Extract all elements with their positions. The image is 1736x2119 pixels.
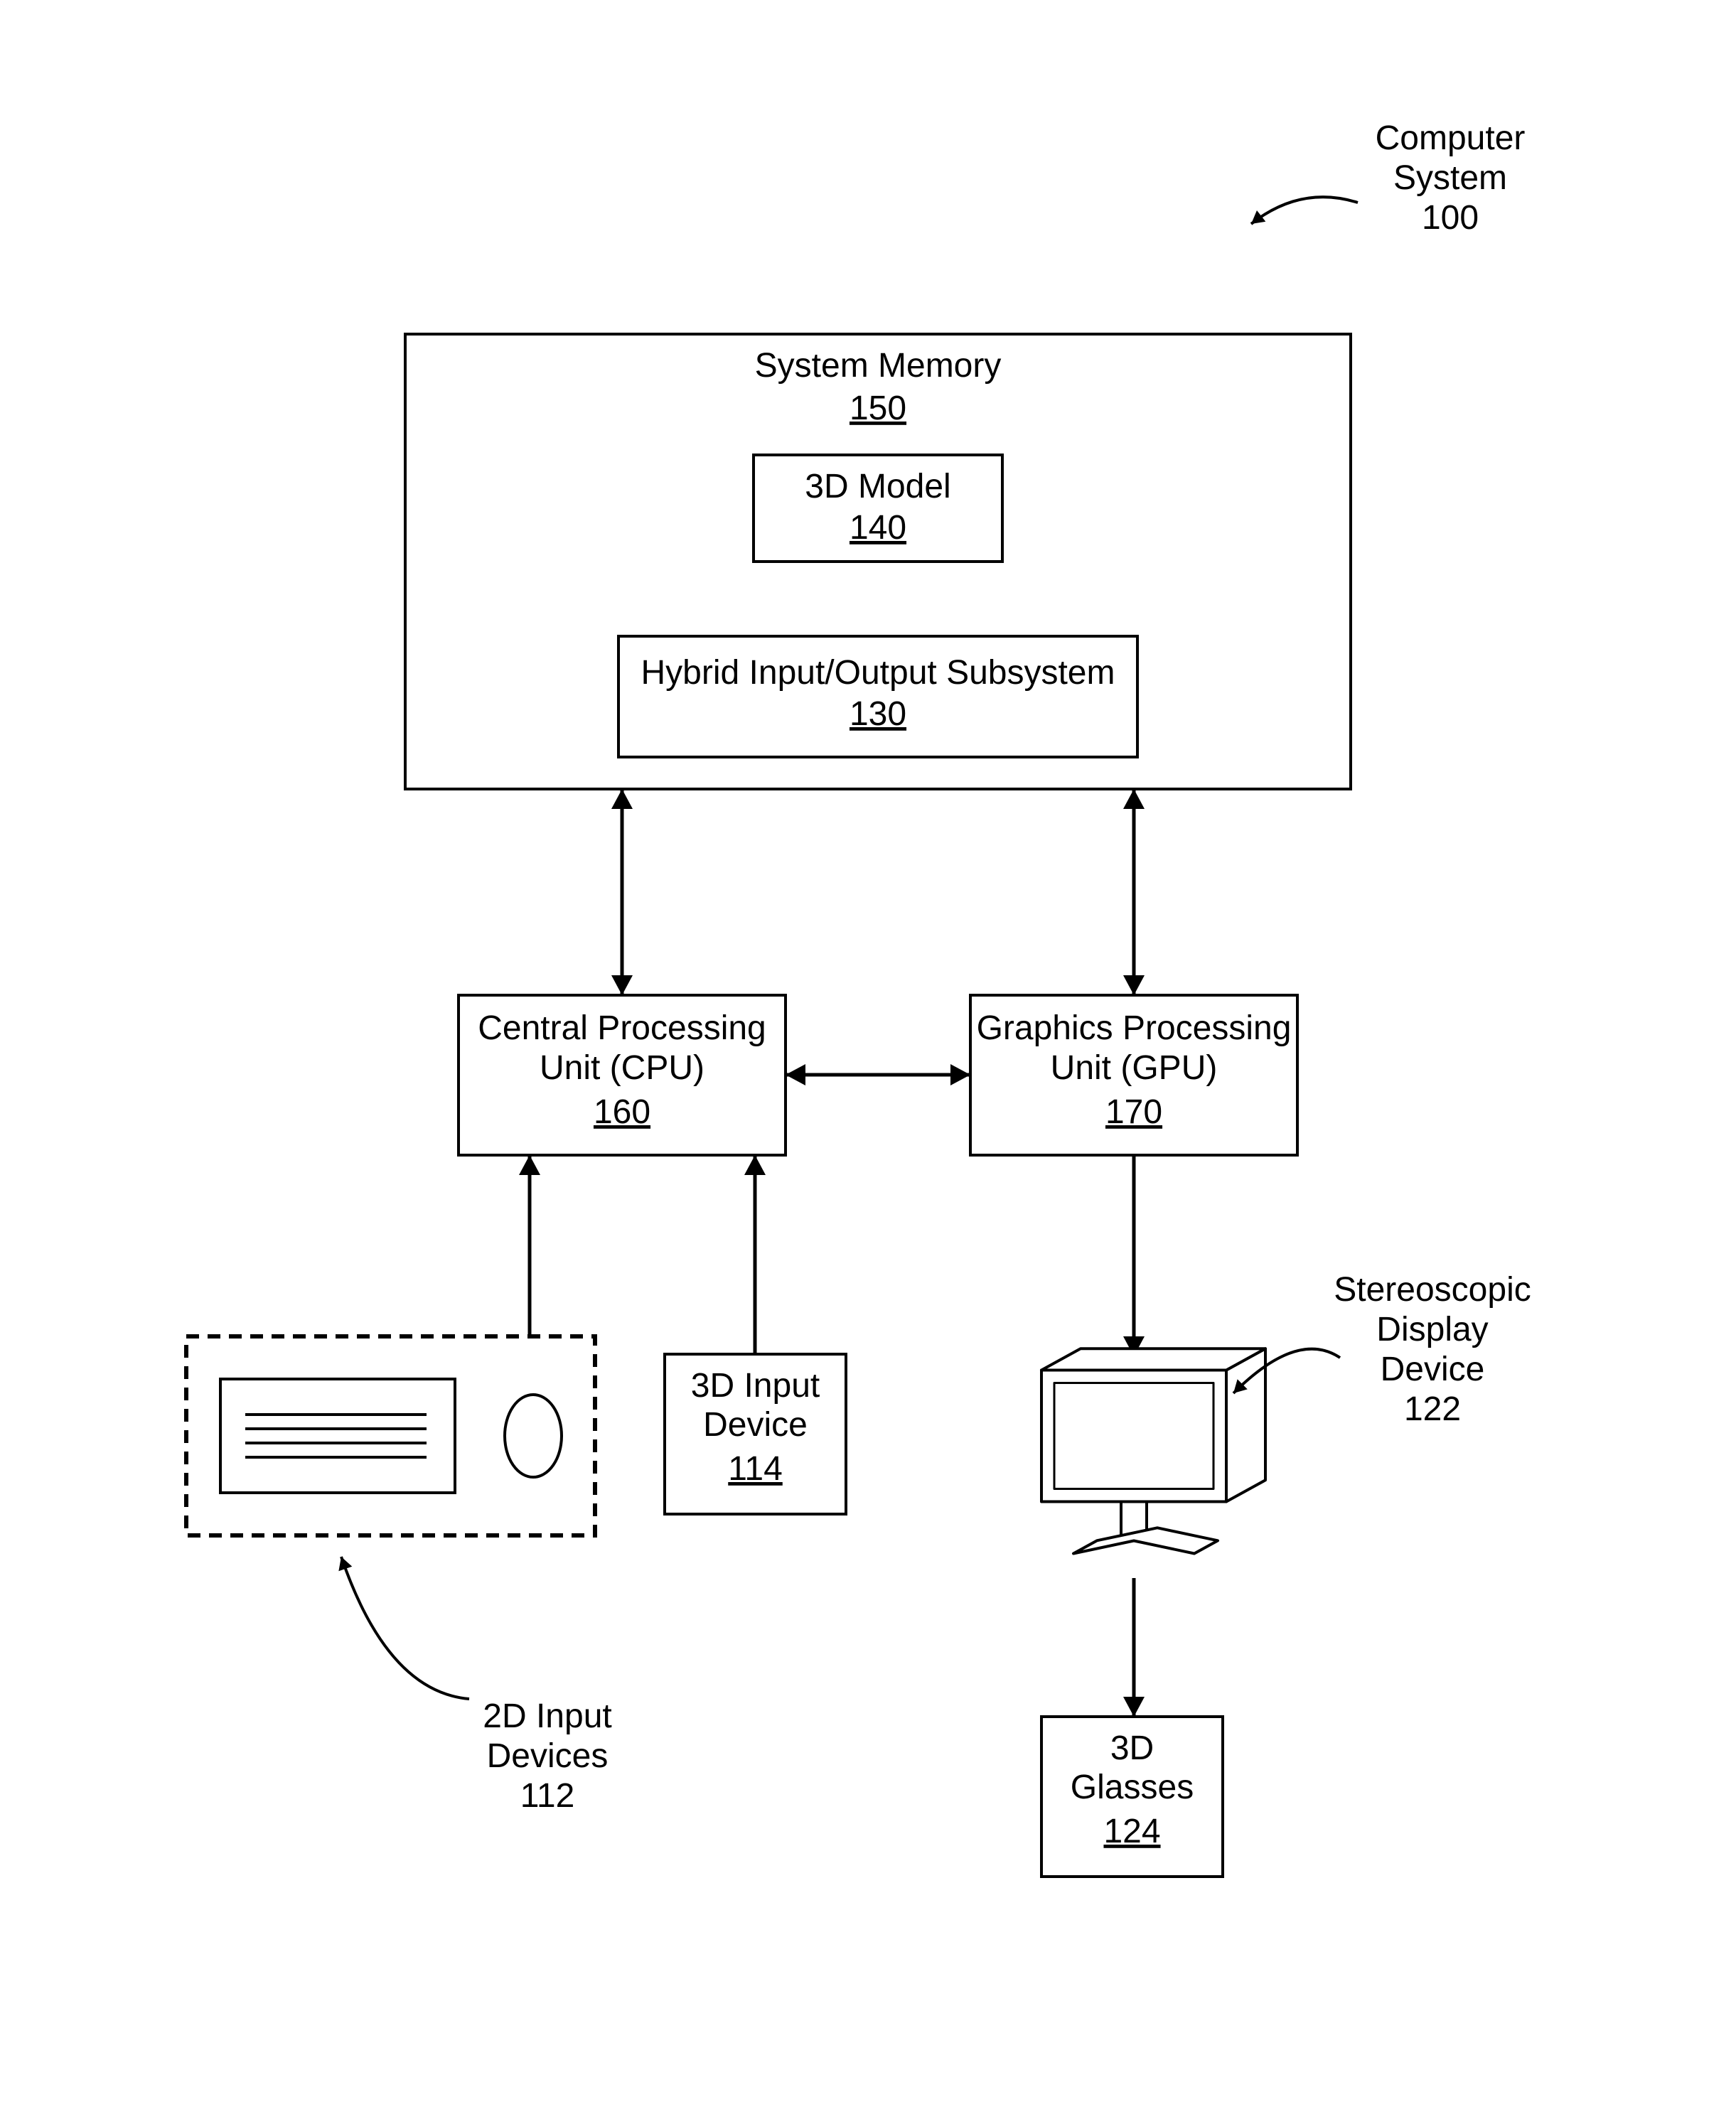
system-memory-box-ref: 150: [850, 390, 906, 427]
gpu-box-title-line1: Unit (GPU): [1051, 1049, 1218, 1087]
3d-model-box-ref: 140: [850, 509, 906, 547]
stereoscopic-display-icon: [1041, 1348, 1265, 1553]
mouse-icon: [505, 1395, 562, 1477]
3d-input-device-box-title-line0: 3D Input: [691, 1367, 820, 1405]
cpu-box-title-line0: Central Processing: [478, 1009, 766, 1047]
computer-system-annotation-leader-arrow: [1251, 210, 1265, 224]
computer-system-annotation-line2: 100: [1422, 199, 1479, 237]
2d-input-devices-annotation-line2: 112: [520, 1777, 575, 1815]
computer-system-annotation-line1: System: [1393, 159, 1507, 197]
3d-input-device-box-title-line1: Device: [703, 1406, 808, 1444]
3d-input-device-box-ref: 114: [728, 1450, 783, 1488]
hybrid-io-box-ref: 130: [850, 695, 906, 733]
cpu-box-ref: 160: [594, 1093, 650, 1131]
keyboard-icon: [220, 1379, 455, 1493]
2d-input-devices-annotation-line1: Devices: [487, 1737, 609, 1775]
3d-model-box-title: 3D Model: [805, 468, 950, 505]
computer-system-annotation-line0: Computer: [1376, 119, 1526, 157]
gpu-box-title-line0: Graphics Processing: [977, 1009, 1292, 1047]
2d-input-devices-annotation-leader: [341, 1557, 469, 1699]
gpu-box-ref: 170: [1105, 1093, 1162, 1131]
stereoscopic-display-annotation-line0: Stereoscopic: [1334, 1271, 1531, 1309]
stereoscopic-display-annotation-line2: Device: [1381, 1351, 1485, 1388]
3d-glasses-box-title-line1: Glasses: [1071, 1769, 1194, 1806]
system-memory-box-title: System Memory: [755, 347, 1002, 385]
stereoscopic-display-annotation-line3: 122: [1404, 1390, 1461, 1428]
cpu-box-title-line1: Unit (CPU): [540, 1049, 704, 1087]
3d-glasses-box-ref: 124: [1103, 1813, 1160, 1850]
hybrid-io-box-title: Hybrid Input/Output Subsystem: [641, 654, 1115, 692]
3d-glasses-box-title-line0: 3D: [1110, 1729, 1154, 1767]
computer-system-annotation-leader: [1251, 197, 1358, 224]
stereoscopic-display-annotation-line1: Display: [1376, 1311, 1488, 1348]
2d-input-devices-annotation-line0: 2D Input: [483, 1697, 611, 1735]
